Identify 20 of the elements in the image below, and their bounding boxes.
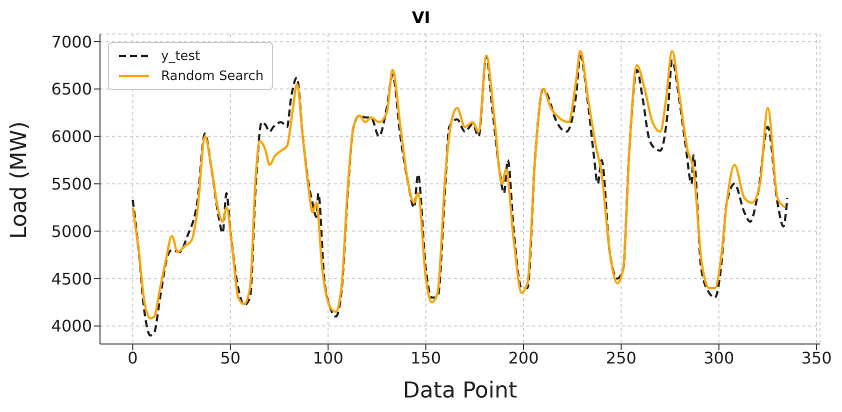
chart-title: VI <box>410 8 432 29</box>
x-axis-title: Data Point <box>402 378 518 404</box>
x-tick-label: 250 <box>606 348 636 368</box>
y-tick-label: 5500 <box>51 174 92 194</box>
legend-label: y_test <box>161 48 200 64</box>
y-tick-label: 4500 <box>51 269 92 288</box>
x-tick-label: 300 <box>704 348 734 368</box>
y-tick-label: 5000 <box>51 222 92 241</box>
x-tick-label: 200 <box>508 348 539 368</box>
y-tick-label: 6000 <box>51 127 92 146</box>
x-tick-label: 50 <box>220 348 241 368</box>
x-tick-label: 150 <box>410 348 442 368</box>
y-tick-label: 7000 <box>51 32 92 52</box>
x-tick-label: 350 <box>801 348 832 368</box>
y-tick-label: 4000 <box>51 316 92 336</box>
y-tick-label: 6500 <box>51 80 92 99</box>
legend-label: Random Search <box>161 68 264 84</box>
y-axis-title: Load (MW) <box>6 121 32 239</box>
x-tick-label: 100 <box>312 348 344 368</box>
x-tick-label: 0 <box>128 348 138 368</box>
